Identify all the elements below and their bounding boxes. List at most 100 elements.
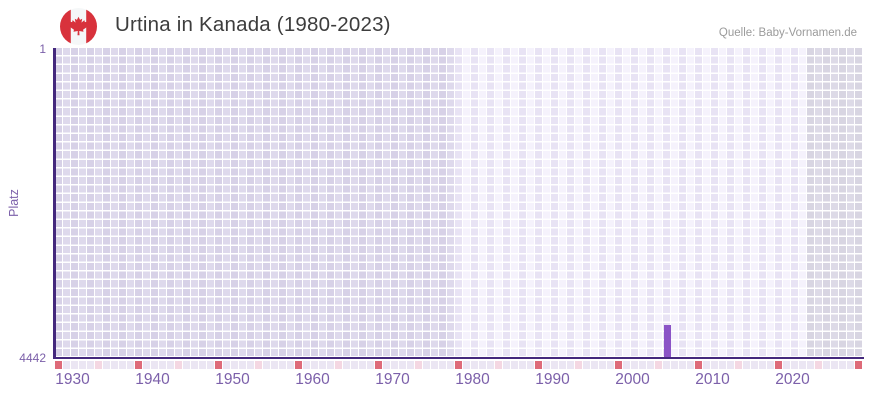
strip-cell xyxy=(343,360,350,369)
strip-cell xyxy=(599,360,606,369)
strip-cell xyxy=(399,360,406,369)
strip-cell xyxy=(431,360,438,369)
strip-cell xyxy=(367,360,374,369)
strip-cell xyxy=(719,360,726,369)
strip-cell xyxy=(223,360,230,369)
strip-cell xyxy=(663,360,670,369)
strip-cell xyxy=(215,360,222,369)
strip-cell xyxy=(159,360,166,369)
x-tick-label: 2020 xyxy=(775,371,810,388)
strip-cell xyxy=(455,360,462,369)
strip-cell xyxy=(119,360,126,369)
strip-cell xyxy=(239,360,246,369)
strip-cell xyxy=(231,360,238,369)
x-tick-label: 1970 xyxy=(375,371,410,388)
rank-bar xyxy=(663,324,671,357)
strip-cell xyxy=(519,360,526,369)
strip-cell xyxy=(407,360,414,369)
strip-cell xyxy=(791,360,798,369)
strip-cell xyxy=(263,360,270,369)
strip-cell xyxy=(535,360,542,369)
x-axis-line xyxy=(53,356,864,359)
strip-cell xyxy=(375,360,382,369)
strip-cell xyxy=(727,360,734,369)
strip-cell xyxy=(271,360,278,369)
strip-cell xyxy=(679,360,686,369)
strip-cell xyxy=(575,360,582,369)
x-tick-label: 1980 xyxy=(455,371,490,388)
x-tick-label: 2000 xyxy=(615,371,650,388)
strip-cell xyxy=(815,360,822,369)
strip-cell xyxy=(471,360,478,369)
strip-cell xyxy=(351,360,358,369)
strip-cell xyxy=(551,360,558,369)
strip-cell xyxy=(591,360,598,369)
strip-cell xyxy=(175,360,182,369)
strip-cell xyxy=(319,360,326,369)
strip-cell xyxy=(327,360,334,369)
grid-row-gaps xyxy=(55,48,864,357)
x-tick-label: 1940 xyxy=(135,371,170,388)
strip-cell xyxy=(855,360,862,369)
strip-cell xyxy=(55,360,62,369)
strip-cell xyxy=(447,360,454,369)
strip-cell xyxy=(655,360,662,369)
strip-cell xyxy=(127,360,134,369)
strip-cell xyxy=(95,360,102,369)
strip-cell xyxy=(111,360,118,369)
strip-cell xyxy=(87,360,94,369)
strip-cell xyxy=(143,360,150,369)
strip-cell xyxy=(503,360,510,369)
strip-cell xyxy=(703,360,710,369)
strip-cell xyxy=(79,360,86,369)
strip-cell xyxy=(775,360,782,369)
strip-cell xyxy=(527,360,534,369)
strip-cell xyxy=(511,360,518,369)
strip-cell xyxy=(199,360,206,369)
strip-cell xyxy=(279,360,286,369)
chart-title: Urtina in Kanada (1980-2023) xyxy=(115,13,391,36)
strip-cell xyxy=(799,360,806,369)
strip-cell xyxy=(255,360,262,369)
strip-cell xyxy=(63,360,70,369)
strip-cell xyxy=(847,360,854,369)
strip-cell xyxy=(831,360,838,369)
strip-cell xyxy=(167,360,174,369)
y-axis-tick-top: 1 xyxy=(39,42,46,56)
strip-cell xyxy=(839,360,846,369)
strip-cell xyxy=(583,360,590,369)
strip-cell xyxy=(687,360,694,369)
strip-cell xyxy=(303,360,310,369)
strip-cell xyxy=(751,360,758,369)
strip-cell xyxy=(71,360,78,369)
y-axis-tick-bottom: 4442 xyxy=(19,351,46,365)
strip-cell xyxy=(783,360,790,369)
strip-cell xyxy=(711,360,718,369)
strip-cell xyxy=(559,360,566,369)
strip-cell xyxy=(287,360,294,369)
maple-leaf-icon xyxy=(68,16,89,36)
strip-cell xyxy=(807,360,814,369)
strip-cell xyxy=(335,360,342,369)
x-tick-label: 1990 xyxy=(535,371,570,388)
y-axis-title: Platz xyxy=(7,189,21,217)
strip-cell xyxy=(767,360,774,369)
strip-cell xyxy=(439,360,446,369)
strip-cell xyxy=(759,360,766,369)
strip-cell xyxy=(495,360,502,369)
x-tick-label: 2010 xyxy=(695,371,730,388)
strip-cell xyxy=(695,360,702,369)
strip-cell xyxy=(615,360,622,369)
strip-cell xyxy=(295,360,302,369)
strip-cell xyxy=(631,360,638,369)
strip-cell xyxy=(207,360,214,369)
strip-cell xyxy=(743,360,750,369)
strip-cell xyxy=(247,360,254,369)
strip-cell xyxy=(103,360,110,369)
strip-cell xyxy=(543,360,550,369)
x-tick-label: 1960 xyxy=(295,371,330,388)
strip-cell xyxy=(639,360,646,369)
source-attribution: Quelle: Baby-Vornamen.de xyxy=(718,27,857,39)
x-tick-label: 1950 xyxy=(215,371,250,388)
strip-cell xyxy=(671,360,678,369)
